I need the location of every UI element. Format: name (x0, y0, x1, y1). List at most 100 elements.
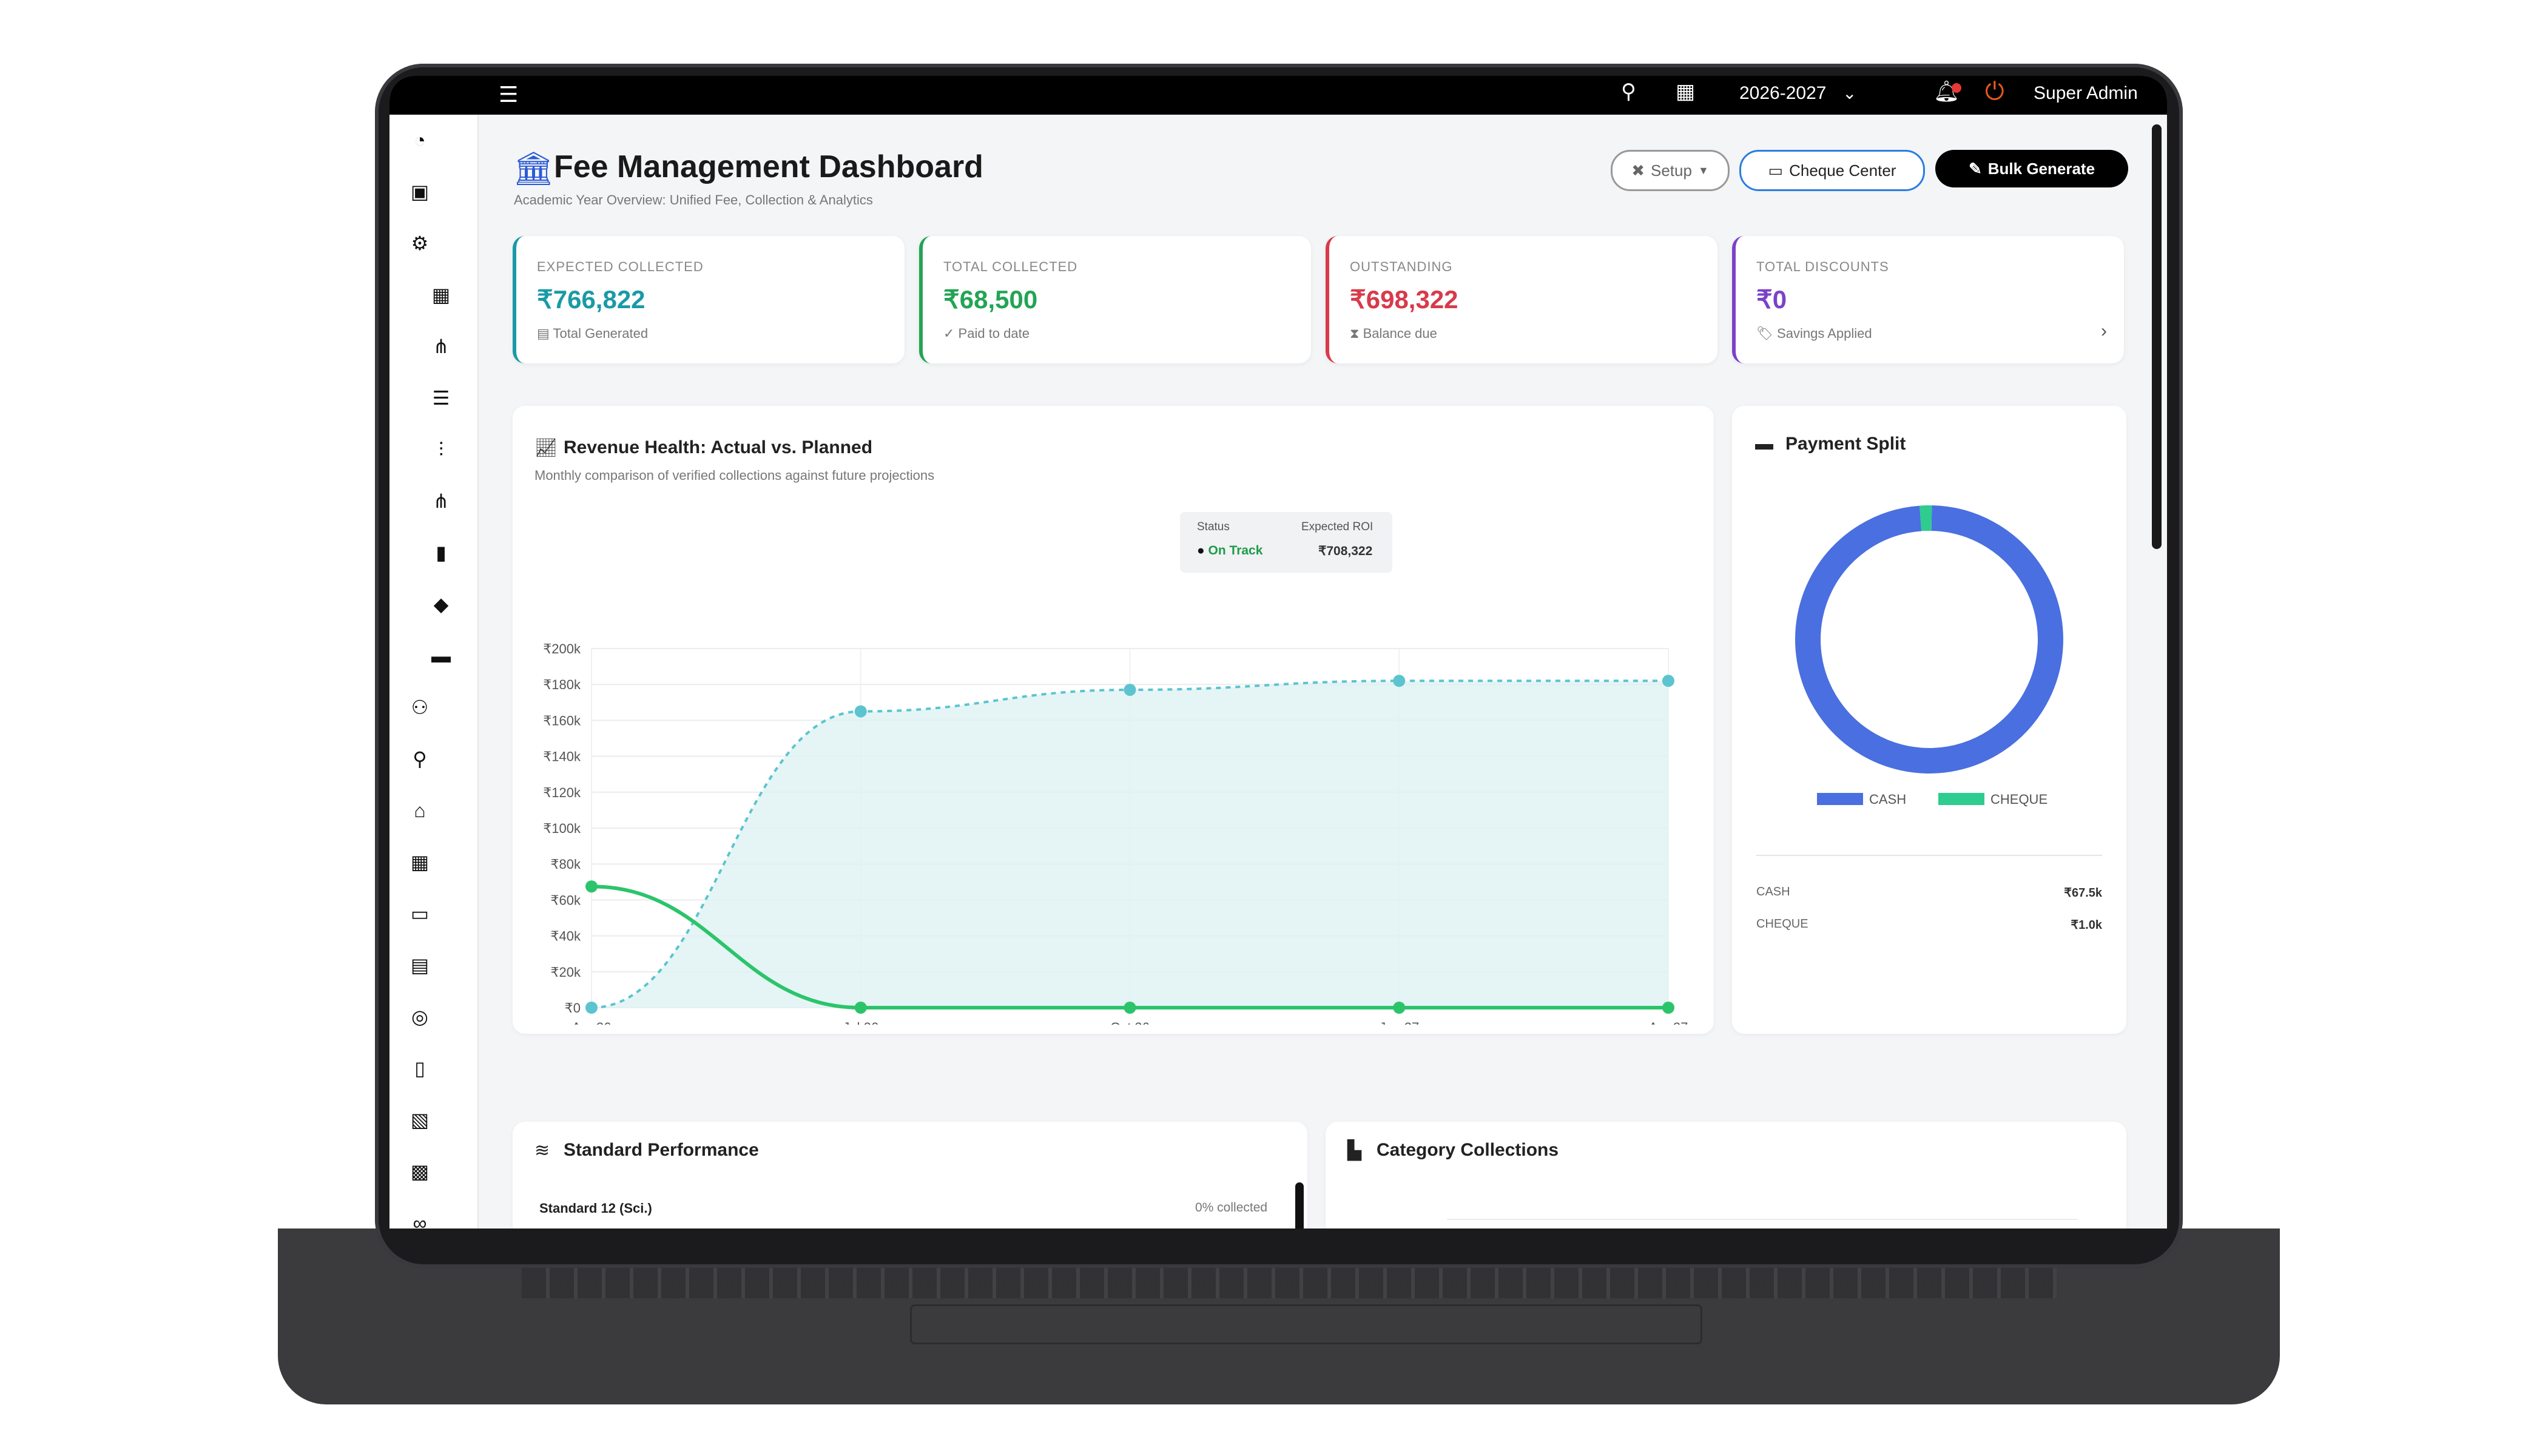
revenue-title: Revenue Health: Actual vs. Planned (564, 437, 873, 457)
laptop-icon[interactable]: ▭ (410, 903, 430, 925)
actual-point (1393, 1002, 1406, 1014)
calendar-icon[interactable]: ▦ (431, 284, 451, 306)
planned-point (585, 1002, 598, 1014)
boxes-icon: ▙ (1347, 1141, 1362, 1161)
users-icon[interactable]: ⚇ (411, 696, 429, 718)
bulk-generate-button[interactable]: ✎ Bulk Generate (1935, 150, 2128, 187)
stat-sub-text: Total Generated (553, 326, 649, 341)
list-icon[interactable]: ☰ (432, 387, 450, 409)
stat-label: TOTAL COLLECTED (943, 259, 1078, 274)
setup-label: Setup (1651, 161, 1692, 180)
stat-sub: ▤ Total Generated (537, 326, 648, 342)
y-tick-label: ₹0 (565, 1000, 581, 1016)
graduate-icon[interactable]: ⌂ (414, 800, 426, 821)
actual-point (1662, 1002, 1674, 1014)
stat-card-outstanding: OUTSTANDING ₹698,322 ⧗ Balance due (1326, 236, 1717, 363)
calendar-check-icon[interactable]: ▣ (410, 181, 430, 203)
wallet-icon[interactable]: ▬ (431, 645, 451, 667)
year-selector[interactable]: 2026-2027 (1739, 83, 1827, 103)
sidebar: ◔ ▣ ⚙ ▦ ⋔ ☰ ⫶ ⋔ ▮ ◆ ▬ ⚇ ⚲ ⌂ ▦ ▭ ▤ ◎ ▯ ▧ ▩ ∞ (389, 115, 479, 1228)
planned-point (1662, 675, 1674, 687)
page-scrollbar[interactable] (2152, 124, 2162, 549)
tools-icon: ✖︎ (1631, 161, 1645, 180)
stat-label: TOTAL DISCOUNTS (1756, 259, 1889, 274)
search-icon[interactable]: ⚲ (1621, 80, 1636, 103)
payment-donut: CASH CHEQUE (1795, 505, 2063, 807)
filters-icon[interactable]: ⫶ (438, 439, 443, 460)
y-tick-label: ₹20k (551, 965, 581, 980)
dashboard-icon[interactable]: ◔ (414, 129, 426, 151)
stat-value: ₹698,322 (1350, 285, 1458, 314)
standard-row-label: Standard 12 (Sci.) (539, 1201, 652, 1216)
stat-sub: 🏷︎ Savings Applied (1756, 326, 1872, 342)
cheque-row-value: ₹1.0k (2071, 918, 2102, 932)
user-name[interactable]: Super Admin (2034, 83, 2138, 103)
grid-icon[interactable]: ▩ (410, 1161, 430, 1182)
x-tick-label: Oct 26 (1110, 1020, 1150, 1025)
stat-card-discounts[interactable]: TOTAL DISCOUNTS ₹0 🏷︎ Savings Applied › (1732, 236, 2124, 363)
sitemap-icon[interactable]: ⋔ (433, 335, 450, 357)
actual-line (591, 885, 1668, 1010)
file-icon[interactable]: ▯ (414, 1057, 425, 1079)
status-text: On Track (1208, 544, 1263, 558)
link-icon[interactable]: ∞ (413, 1212, 427, 1228)
tags-icon[interactable]: ◆ (433, 593, 449, 615)
stat-sub-text: Balance due (1363, 326, 1437, 341)
user-check-icon[interactable]: ⚲ (413, 748, 427, 770)
y-tick-label: ₹140k (543, 749, 581, 764)
stat-sub-text: Paid to date (958, 326, 1030, 341)
legend-label: CASH (1869, 792, 1906, 807)
roi-value: ₹708,322 (1318, 544, 1373, 558)
y-tick-label: ₹180k (543, 677, 581, 692)
stat-sub: ✓ Paid to date (943, 326, 1030, 342)
payment-split-panel: ▬ Payment Split CASH CHEQUE CASH ₹67.5k C… (1732, 406, 2126, 1034)
chevron-down-icon[interactable]: ⌄ (1842, 84, 1857, 103)
bank-icon: 🏛︎ (513, 150, 554, 187)
hamburger-icon[interactable]: ☰ (499, 82, 519, 107)
images-icon[interactable]: ▧ (410, 1109, 430, 1131)
actual-point (1124, 1002, 1136, 1014)
coins-icon[interactable]: ◎ (411, 1006, 428, 1028)
cheque-center-button[interactable]: ▭ Cheque Center (1739, 150, 1925, 191)
check-circle-icon: ● (1197, 544, 1205, 558)
sitemap-icon[interactable]: ⋔ (433, 490, 450, 512)
gear-icon[interactable]: ⚙ (411, 232, 429, 254)
screen: ☰ ⚲ ▦ 2026-2027 ⌄ 🔔︎ ⏻ Super Admin ◔ ▣ ⚙ ▦ ⋔… (389, 76, 2167, 1228)
standard-performance-panel: ≋ Standard Performance Standard 12 (Sci.… (513, 1122, 1307, 1228)
x-tick-label: Apr 26 (572, 1020, 612, 1025)
briefcase-icon[interactable]: ▤ (410, 954, 430, 976)
scrollbar[interactable] (1295, 1182, 1304, 1228)
revenue-subtitle: Monthly comparison of verified collectio… (534, 468, 935, 483)
cash-row-value: ₹67.5k (2064, 886, 2102, 900)
donut-slice-cheque[interactable] (1919, 505, 1932, 531)
setup-button[interactable]: ✖︎ Setup ▼ (1611, 150, 1730, 191)
caret-down-icon: ▼ (1697, 164, 1709, 177)
check-icon: ✓ (943, 326, 959, 341)
book-icon[interactable]: ▮ (436, 542, 447, 564)
main-content: 🏛︎ Fee Management Dashboard Academic Yea… (477, 115, 2167, 1228)
category-collections-panel: ▙ Category Collections (1326, 1122, 2126, 1228)
power-icon[interactable]: ⏻ (1985, 78, 2004, 105)
payment-split-title: Payment Split (1785, 434, 1906, 454)
actual-point (585, 880, 598, 893)
standard-performance-title: Standard Performance (564, 1140, 759, 1160)
page-title: Fee Management Dashboard (554, 149, 983, 184)
revenue-chart: ₹0 ₹20k ₹40k ₹60k ₹80k ₹100k ₹120k ₹140k ₹160k ₹1… (543, 641, 1688, 1025)
divider (1756, 855, 2102, 856)
stat-label: OUTSTANDING (1350, 259, 1453, 274)
page-subtitle: Academic Year Overview: Unified Fee, Col… (514, 192, 873, 207)
y-tick-label: ₹60k (551, 892, 581, 908)
category-collections-title: Category Collections (1377, 1140, 1559, 1160)
cash-row-label: CASH (1756, 885, 1790, 898)
chevron-right-icon[interactable]: › (2101, 321, 2107, 341)
donut-slice-cash[interactable] (1795, 505, 2063, 774)
stat-label: EXPECTED COLLECTED (537, 259, 704, 274)
planned-point (1393, 675, 1406, 687)
legend-swatch (1938, 793, 1984, 805)
chart-gridline (1447, 1219, 2078, 1220)
hourglass-icon: ⧗ (1350, 326, 1363, 341)
y-tick-label: ₹80k (551, 857, 581, 872)
apps-grid-icon[interactable]: ▦ (1676, 80, 1696, 103)
standard-row-value: 0% collected (1195, 1201, 1268, 1215)
calendar-icon[interactable]: ▦ (410, 851, 430, 873)
